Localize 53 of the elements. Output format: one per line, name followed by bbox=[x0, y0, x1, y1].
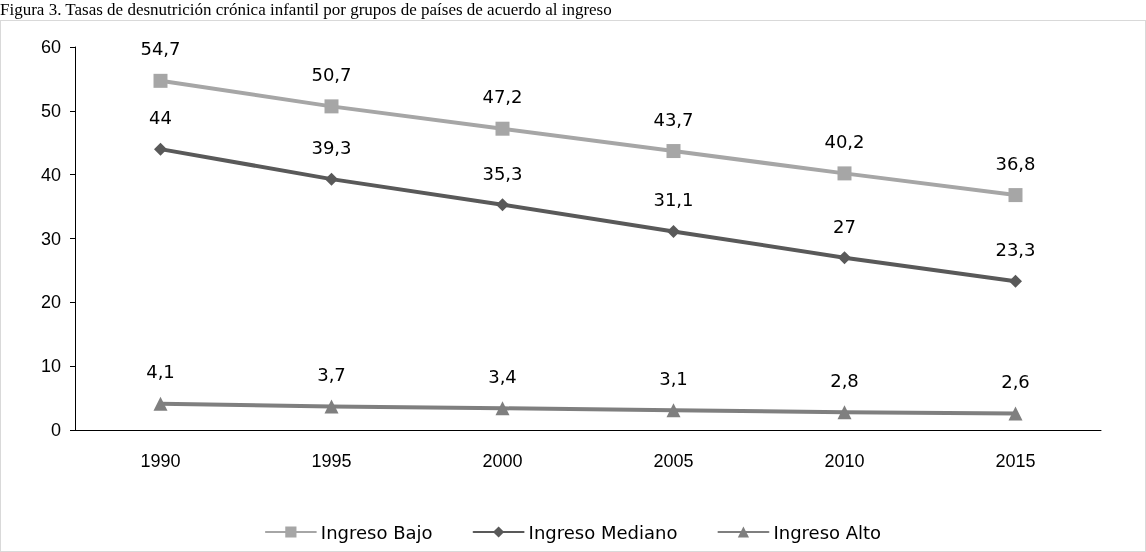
x-tick-label: 1990 bbox=[140, 451, 181, 471]
data-label: 2,6 bbox=[1001, 370, 1030, 392]
data-label: 40,2 bbox=[824, 130, 865, 152]
data-label: 54,7 bbox=[140, 38, 181, 60]
x-tick-label: 2015 bbox=[995, 451, 1036, 471]
point bbox=[1008, 188, 1023, 203]
y-tick-label: 0 bbox=[50, 420, 61, 440]
point bbox=[666, 403, 681, 418]
point bbox=[153, 396, 168, 411]
point bbox=[154, 142, 167, 156]
data-label: 50,7 bbox=[311, 63, 352, 85]
data-label: 47,2 bbox=[482, 86, 523, 108]
y-tick-label: 30 bbox=[40, 228, 61, 249]
point bbox=[324, 399, 339, 414]
point bbox=[666, 144, 681, 159]
point bbox=[837, 166, 852, 181]
data-label: 2,8 bbox=[830, 369, 859, 391]
data-label: 31,1 bbox=[653, 189, 694, 211]
y-tick-label: 60 bbox=[40, 37, 61, 57]
x-tick-label: 1995 bbox=[311, 451, 352, 471]
legend-label: Ingreso Alto bbox=[773, 521, 882, 543]
y-tick-label: 40 bbox=[40, 164, 61, 185]
x-tick-label: 2000 bbox=[482, 451, 523, 471]
data-label: 44 bbox=[149, 107, 172, 129]
data-label: 3,7 bbox=[317, 363, 346, 385]
data-label: 39,3 bbox=[311, 137, 352, 159]
x-tick-label: 2010 bbox=[824, 451, 865, 471]
point bbox=[1008, 406, 1023, 421]
point bbox=[496, 198, 509, 212]
data-label: 27 bbox=[833, 215, 856, 237]
point bbox=[153, 73, 168, 88]
point bbox=[495, 401, 510, 416]
data-label: 43,7 bbox=[653, 108, 694, 130]
point bbox=[325, 172, 338, 186]
point bbox=[495, 121, 510, 136]
data-label: 3,4 bbox=[488, 365, 517, 387]
chart-title: Figura 3. Tasas de desnutrición crónica infantil por grupos de países de acuerdo al ingreso bbox=[0, 0, 613, 20]
data-label: 36,8 bbox=[995, 152, 1036, 174]
point bbox=[838, 251, 851, 265]
y-tick-label: 50 bbox=[40, 100, 61, 121]
x-tick-label: 2005 bbox=[653, 451, 694, 471]
legend-label: Ingreso Mediano bbox=[528, 521, 678, 543]
data-label: 35,3 bbox=[482, 162, 523, 184]
point bbox=[1009, 274, 1022, 288]
data-label: 23,3 bbox=[995, 239, 1036, 261]
y-tick-label: 20 bbox=[40, 292, 61, 313]
point bbox=[324, 99, 339, 114]
y-tick-label: 10 bbox=[40, 356, 61, 377]
legend-label: Ingreso Bajo bbox=[320, 521, 433, 543]
point bbox=[837, 405, 852, 420]
data-label: 3,1 bbox=[659, 367, 688, 389]
point bbox=[667, 224, 680, 238]
data-label: 4,1 bbox=[146, 361, 175, 383]
